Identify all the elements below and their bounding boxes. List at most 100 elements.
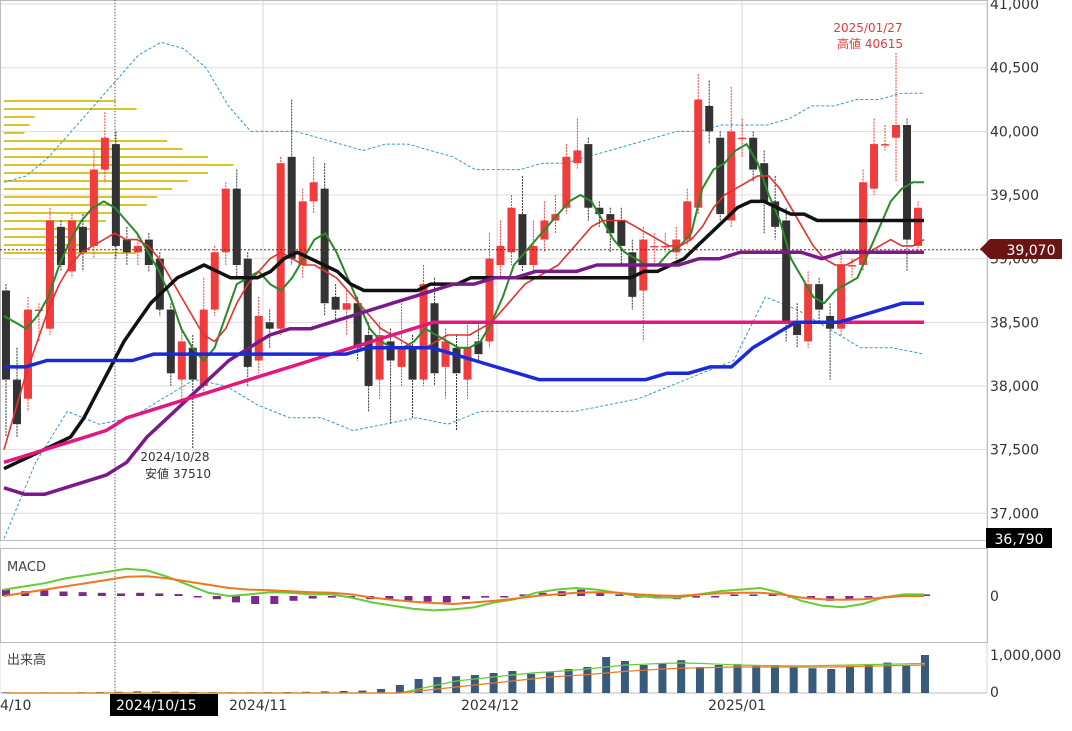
x-axis: 4/10 2024/10/15 2024/11 2024/12 2025/01: [0, 694, 766, 716]
macd-histogram-bar: [289, 596, 298, 601]
macd-histogram-bar: [481, 596, 490, 598]
low-annotation: 2024/10/28 安値 37510: [140, 450, 211, 481]
volume-bar: [658, 663, 667, 693]
volume-bar: [677, 660, 686, 693]
volume-profile-bar: [4, 148, 183, 150]
candle-body: [870, 144, 879, 189]
macd-histogram-bar: [59, 591, 68, 596]
candle-body: [716, 137, 725, 215]
macd-histogram-bar: [117, 593, 125, 596]
price-tick-label: 40,000: [990, 124, 1039, 140]
macd-histogram-bar: [711, 596, 720, 598]
volume-profile-bar: [4, 100, 117, 102]
candle-body: [617, 220, 626, 246]
volume-bar: [921, 655, 929, 693]
candle-body: [914, 207, 922, 246]
volume-profile-bar: [4, 188, 173, 190]
candle-body: [562, 156, 571, 208]
candle-body: [892, 125, 901, 138]
volume-bar: [508, 671, 517, 693]
macd-histogram-bar: [97, 592, 106, 596]
volume-bar: [527, 673, 536, 693]
volume-profile-bar: [4, 220, 106, 222]
candle-body: [56, 226, 65, 266]
moving-average-line: [3, 250, 924, 496]
candle-body: [34, 309, 43, 312]
volume-profile-bar: [4, 212, 117, 214]
macd-pane-border: [0, 548, 988, 643]
candle-body: [529, 245, 538, 266]
volume-bar: [133, 691, 142, 693]
price-pane-border: [0, 0, 988, 541]
candle-body: [782, 220, 791, 323]
candle-body: [45, 220, 54, 329]
macd-histogram-bar: [462, 596, 470, 600]
macd-histogram-bar: [193, 596, 202, 598]
volume-bar: [339, 691, 348, 693]
candle-body: [111, 144, 120, 246]
macd-histogram-bar: [174, 594, 183, 596]
candle-body: [364, 335, 373, 386]
moving-averages: [3, 143, 925, 496]
moving-average-line: [3, 143, 924, 362]
candle-body: [408, 347, 417, 380]
candle-body: [67, 220, 76, 272]
candle-body: [727, 131, 736, 221]
candle-body: [188, 347, 197, 380]
candle-body: [397, 347, 406, 367]
volume-bar: [583, 667, 592, 693]
volume-bar: [789, 667, 798, 693]
bollinger-line: [3, 41, 924, 183]
volume-profile-bar: [4, 108, 137, 110]
candle-body: [584, 144, 593, 208]
macd-histogram-bar: [2, 589, 10, 596]
macd-histogram-bar: [404, 596, 413, 601]
current-price-value: 39,070: [1007, 243, 1056, 259]
volume-bar: [808, 668, 817, 693]
volume-bar: [827, 669, 836, 693]
moving-average-line: [3, 175, 925, 450]
x-tick-label: 4/10: [0, 698, 31, 714]
macd-histogram-bar: [922, 594, 930, 596]
macd-histogram-bar: [538, 592, 547, 596]
moving-average-line: [3, 199, 924, 471]
x-cursor-label-bg: [110, 694, 218, 716]
candle-body: [661, 245, 670, 248]
volume-profile-bar: [4, 236, 76, 238]
price-tick-label: 38,000: [990, 379, 1039, 395]
volume-bar: [377, 689, 386, 693]
volume-bar: [602, 657, 611, 693]
macd-histogram-bar: [768, 594, 777, 596]
candle-body: [430, 303, 439, 374]
x-tick-label: 2024/11: [229, 698, 287, 714]
price-tick-label: 39,500: [990, 188, 1039, 204]
macd-histogram-bar: [749, 594, 758, 596]
candle-body: [386, 341, 395, 361]
macd-histogram-bar: [78, 592, 87, 596]
candle-body: [683, 201, 692, 240]
volume-bar: [470, 675, 479, 693]
macd-histogram-bar: [615, 594, 624, 596]
candle-body: [507, 207, 516, 253]
candle-body: [650, 245, 659, 248]
macd-histogram-bar: [327, 596, 336, 598]
volume-bar: [564, 669, 573, 693]
macd-histogram-bar: [500, 596, 509, 598]
volume-bar: [358, 690, 367, 693]
candle-body: [463, 347, 472, 380]
high-annotation: 2025/01/27 高値 40615: [833, 21, 903, 51]
candle-body: [265, 322, 274, 329]
candle-body: [122, 239, 131, 253]
volume-bar: [714, 665, 723, 693]
macd-histogram-bar: [212, 596, 221, 600]
macd-histogram-bar: [136, 592, 145, 596]
macd-histogram-bar: [442, 596, 451, 603]
price-tick-label: 37,500: [990, 443, 1039, 459]
macd-histogram-bar: [519, 594, 528, 596]
price-tick-label: 40,500: [990, 61, 1039, 77]
candle-body: [375, 335, 384, 380]
macd-histogram-bar: [155, 593, 164, 596]
volume-ma-lines: [6, 662, 926, 694]
macd-histogram-bar: [385, 596, 394, 600]
